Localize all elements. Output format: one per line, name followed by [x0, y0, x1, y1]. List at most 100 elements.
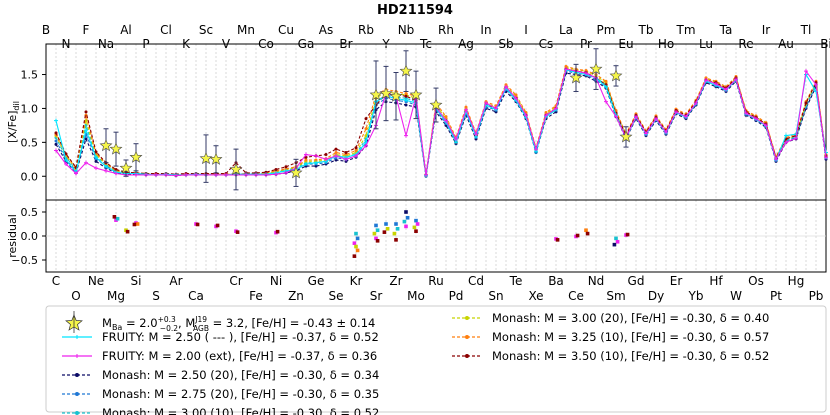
bottom-element-label: Se	[329, 289, 344, 303]
legend-marker	[465, 316, 469, 320]
residual-point	[612, 242, 617, 247]
series-point	[74, 171, 78, 176]
series-point	[804, 101, 808, 105]
series-point	[634, 114, 638, 119]
residual-point	[354, 244, 358, 249]
series-point	[104, 164, 108, 169]
series-point	[774, 157, 778, 162]
series-point	[84, 137, 88, 141]
series-point	[604, 99, 608, 104]
top-element-label: Al	[120, 23, 132, 37]
observed-star	[229, 162, 243, 175]
series-point	[324, 157, 328, 162]
series-point	[364, 134, 368, 138]
observed-points	[99, 48, 633, 191]
legend-label: FRUITY: M = 2.50 ( --- ), [Fe/H] = -0.37…	[102, 330, 379, 344]
residual-point	[404, 210, 408, 214]
top-element-labels: BNFNaAlPClKScVMnCoCuGaAsBrRbYNbTcRhAgInS…	[42, 23, 830, 51]
residual-point	[355, 236, 360, 241]
legend-entry: FRUITY: M = 2.00 (ext), [Fe/H] = -0.37, …	[62, 349, 377, 363]
series-point	[264, 170, 268, 174]
top-element-label: Tb	[638, 23, 654, 37]
series-point	[314, 160, 318, 165]
series-point	[284, 165, 288, 169]
series-point	[724, 87, 728, 92]
series-point	[214, 172, 218, 177]
series-point	[814, 82, 818, 87]
series-point	[184, 172, 188, 177]
y-tick-label-bottom: 0.0	[21, 230, 39, 243]
series-line	[55, 70, 827, 176]
legend-observed-label: MBa = 2.0+0.3 −0.2, MJ19 AGB = 3.2, [Fe/H]…	[102, 315, 375, 333]
series-point	[304, 162, 308, 167]
observed-star	[109, 142, 123, 155]
observed-star	[289, 166, 303, 179]
series-point	[444, 115, 448, 119]
series-point	[564, 67, 568, 72]
series-point	[564, 64, 568, 68]
legend-entry: Monash: M = 2.75 (20), [Fe/H] = -0.30, δ…	[62, 387, 379, 401]
top-element-label: Tm	[675, 23, 695, 37]
residual-point	[195, 222, 200, 227]
top-element-label: Ta	[719, 23, 733, 37]
bottom-element-label: Ge	[308, 274, 325, 288]
series-point	[104, 168, 108, 173]
series-point	[144, 172, 148, 177]
legend-entry: Monash: M = 3.50 (10), [Fe/H] = -0.30, δ…	[452, 349, 769, 363]
observed-star	[609, 69, 623, 82]
residual-point	[382, 230, 387, 234]
top-element-label: La	[559, 23, 573, 37]
residual-point	[384, 222, 388, 226]
bottom-element-label: Gd	[628, 274, 645, 288]
series-point	[504, 83, 508, 87]
series-line	[55, 68, 827, 177]
series-point	[54, 131, 58, 135]
series-line	[55, 69, 827, 176]
series-point	[254, 172, 258, 177]
series-point	[544, 113, 548, 118]
legend-marker	[465, 335, 469, 339]
bottom-element-label: W	[730, 289, 742, 303]
series-point	[674, 109, 678, 114]
legend-frame	[45, 305, 827, 413]
series-point	[524, 113, 528, 118]
bottom-element-label: Ne	[88, 274, 104, 288]
bottom-element-label: Ba	[548, 274, 564, 288]
legend-observed-entry: MBa = 2.0+0.3 −0.2, MJ19 AGB = 3.2, [Fe/H]…	[65, 311, 375, 333]
series-point	[794, 136, 798, 141]
series-point	[534, 147, 538, 152]
legend: MBa = 2.0+0.3 −0.2, MJ19 AGB = 3.2, [Fe/H]…	[45, 305, 827, 415]
legend-marker	[75, 335, 79, 339]
series-point	[354, 153, 358, 158]
legend-entry: Monash: M = 2.50 (20), [Fe/H] = -0.30, δ…	[62, 368, 379, 382]
series-point	[94, 166, 98, 171]
bottom-element-label: Zn	[288, 289, 304, 303]
series-point	[454, 140, 458, 145]
observed-star	[209, 152, 223, 165]
legend-label: FRUITY: M = 2.00 (ext), [Fe/H] = -0.37, …	[102, 349, 377, 363]
y-tick-label-top: 0.0	[21, 170, 39, 183]
residual-point	[414, 218, 418, 223]
residual-point	[125, 229, 130, 234]
series-point	[704, 77, 708, 82]
series-point	[604, 79, 608, 83]
series-point	[754, 116, 758, 121]
y-tick-label-top: 1.0	[21, 102, 39, 115]
series-point	[784, 133, 788, 138]
top-element-label: Cu	[278, 23, 294, 37]
bottom-element-label: Sr	[370, 289, 383, 303]
series-point	[464, 107, 468, 112]
observed-star	[119, 161, 133, 174]
observed-star	[199, 151, 213, 165]
series-point	[274, 167, 278, 171]
observed-star	[99, 138, 113, 152]
bottom-element-label: Dy	[648, 289, 664, 303]
residual-point	[215, 223, 220, 228]
series-point	[94, 150, 98, 154]
series-point	[364, 117, 368, 121]
series-point	[784, 140, 788, 145]
vertical-gridlines	[45, 44, 827, 272]
bottom-element-label: Mo	[407, 289, 425, 303]
legend-entry: Monash: M = 3.00 (10), [Fe/H] = -0.30, δ…	[62, 406, 379, 415]
